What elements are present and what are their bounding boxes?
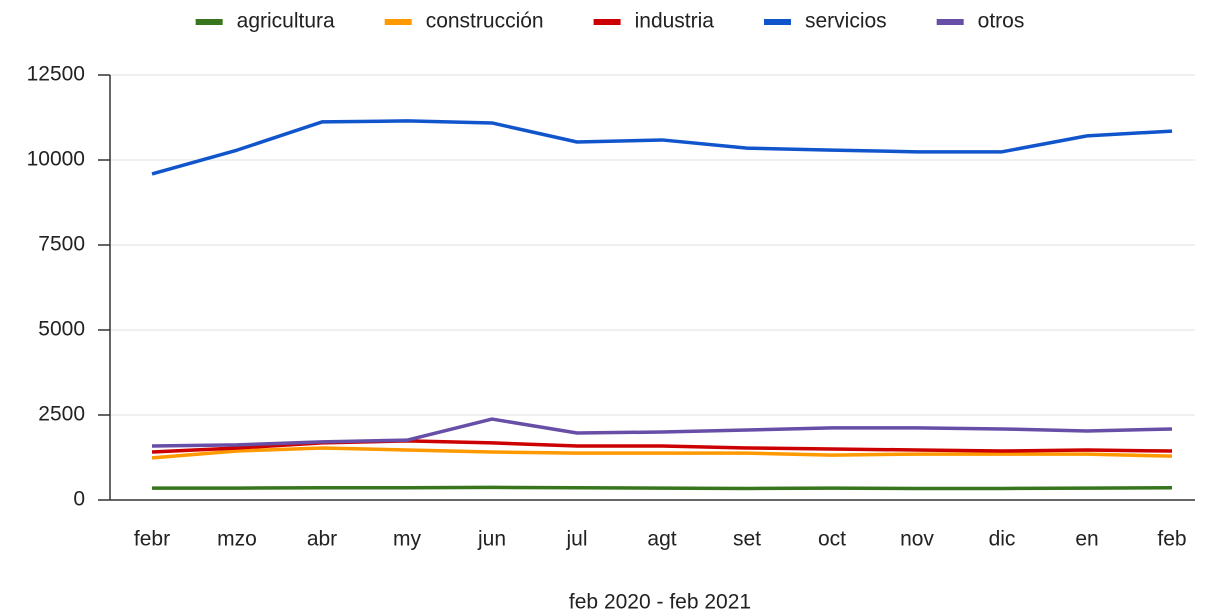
y-tick-label: 7500 — [38, 233, 85, 256]
x-tick-label: nov — [900, 528, 934, 551]
x-tick-label: my — [393, 528, 421, 551]
legend-label: industria — [635, 10, 715, 33]
x-tick-label: set — [733, 528, 761, 551]
x-tick-label: febr — [134, 528, 170, 551]
x-tick-label: abr — [307, 528, 337, 551]
y-tick-label: 0 — [73, 488, 85, 511]
legend-label: otros — [978, 10, 1025, 33]
y-tick-label: 5000 — [38, 318, 85, 341]
legend-label: construcción — [426, 10, 544, 33]
x-tick-label: dic — [989, 528, 1016, 551]
legend-label: agricultura — [237, 10, 335, 33]
y-tick-label: 12500 — [27, 63, 85, 86]
x-tick-label: jul — [565, 528, 587, 551]
x-tick-label: feb — [1157, 528, 1186, 551]
x-tick-label: mzo — [217, 528, 257, 551]
x-tick-label: jun — [477, 528, 506, 551]
series-line — [151, 446, 1173, 460]
x-tick-label: agt — [647, 528, 676, 551]
series-line — [151, 119, 1173, 176]
series-line — [151, 417, 1173, 448]
series-line — [152, 485, 1173, 491]
y-tick-label: 2500 — [38, 403, 85, 426]
x-axis-title: feb 2020 - feb 2021 — [569, 591, 751, 614]
x-tick-label: en — [1075, 528, 1098, 551]
x-tick-label: oct — [818, 528, 846, 551]
y-tick-label: 10000 — [27, 148, 85, 171]
legend-label: servicios — [805, 10, 887, 33]
